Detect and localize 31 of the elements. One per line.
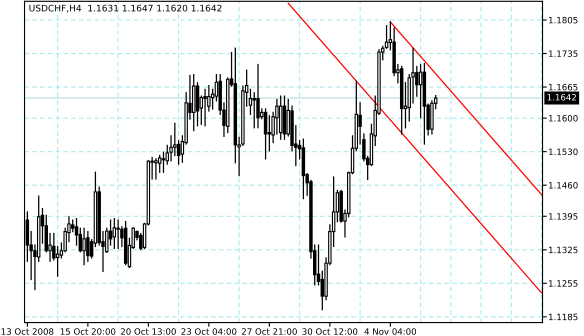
chart-title: USDCHF,H4 1.1631 1.1647 1.1620 1.1642 [29, 4, 222, 12]
y-tick-label: 1.1665 [549, 84, 578, 90]
candlestick [154, 158, 158, 180]
y-tick-label: 1.1395 [549, 213, 578, 220]
x-tick-label: 30 Oct 12:00 [302, 328, 358, 335]
candlestick [56, 246, 60, 277]
candlestick [252, 92, 256, 128]
candlestick [112, 218, 116, 249]
x-tick-label: 13 Oct 2008 [2, 328, 54, 335]
candlestick [82, 228, 86, 266]
x-tick-label: 20 Oct 13:00 [120, 328, 176, 335]
y-tick-label: 1.1185 [549, 314, 578, 320]
candlestick [162, 152, 166, 173]
y-tick-label: 1.1325 [549, 246, 578, 254]
ref-line-label: 1.1642 [548, 94, 576, 101]
x-tick-label: 4 Nov 04:00 [364, 328, 416, 335]
y-tick-label: 1.1600 [549, 115, 578, 122]
y-tick-label: 1.1530 [549, 148, 578, 156]
candlestick [203, 88, 207, 126]
y-tick-label: 1.1735 [549, 50, 578, 57]
candlestick [264, 108, 268, 160]
y-tick-label: 1.1805 [549, 16, 578, 24]
candlestick [86, 230, 90, 262]
candlestick [418, 64, 422, 118]
y-tick-label: 1.1255 [549, 280, 578, 287]
x-tick-label: 27 Oct 21:00 [242, 328, 297, 335]
y-tick-label: 1.1460 [549, 182, 578, 189]
candlestick [268, 115, 272, 152]
x-tick-label: 23 Oct 04:00 [181, 328, 236, 335]
candlestick [116, 219, 120, 249]
x-tick-label: 15 Oct 20:00 [60, 328, 116, 335]
